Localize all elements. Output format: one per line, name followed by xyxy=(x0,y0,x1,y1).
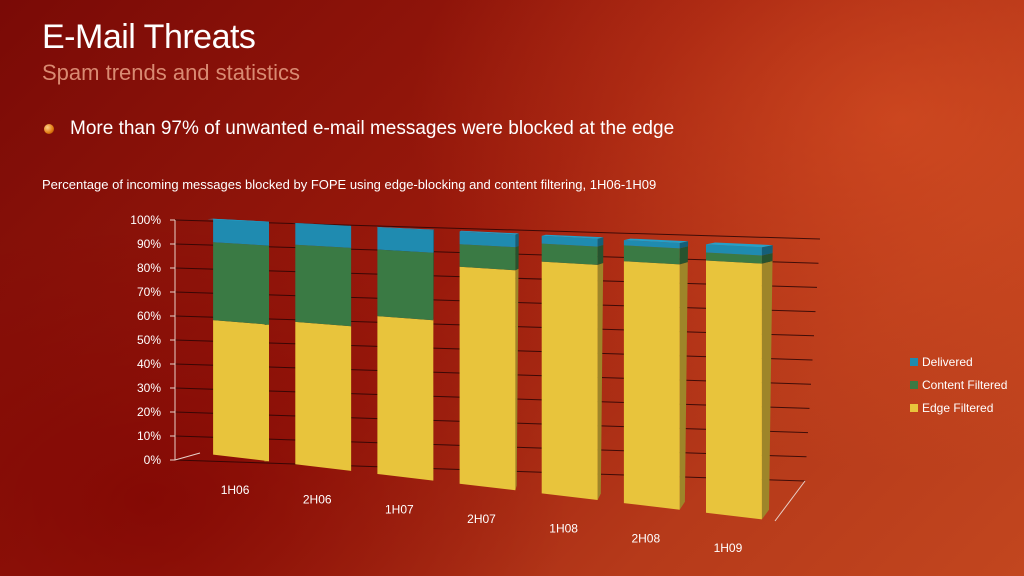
bar-1H09-delivered-side xyxy=(761,245,773,256)
x-tick-label: 1H09 xyxy=(714,541,743,555)
x-tick-label: 2H07 xyxy=(467,512,496,526)
legend-label: Delivered xyxy=(922,355,973,369)
bars xyxy=(207,218,773,520)
bar-1H08-delivered-front xyxy=(541,235,598,247)
bar-2H08-delivered-front xyxy=(623,240,680,249)
bar-1H08-delivered-top xyxy=(541,234,604,239)
bar-1H07-delivered-side xyxy=(433,229,435,253)
gridline xyxy=(174,219,821,240)
bar-1H06-delivered-top xyxy=(207,218,269,222)
y-tick-label: 0% xyxy=(144,453,162,467)
x-tick-label: 1H07 xyxy=(385,502,414,516)
bar-1H09-edge-filtered-front xyxy=(706,260,762,520)
bar-1H09-content-filtered-side xyxy=(761,253,773,264)
bar-1H08-edge-filtered-side xyxy=(597,263,604,500)
y-tick-label: 60% xyxy=(137,309,161,323)
y-tick-label: 30% xyxy=(137,381,161,395)
legend-label: Content Filtered xyxy=(922,378,1007,392)
bullet-text: More than 97% of unwanted e-mail message… xyxy=(70,118,675,139)
slide-title: E-Mail Threats xyxy=(42,18,256,56)
y-tick-label: 50% xyxy=(137,333,161,347)
y-tick-label: 20% xyxy=(137,405,161,419)
bar-1H09-content-filtered-front xyxy=(706,252,762,264)
bar-1H09-delivered-top xyxy=(706,242,773,248)
x-tick-label: 2H06 xyxy=(303,493,332,507)
bar-2H07-content-filtered-side xyxy=(515,246,519,271)
legend-swatch xyxy=(910,358,918,366)
y-axis-labels: 0% 10% 20% 30% 40% 50% 60% 70% 80% 90% 100% xyxy=(130,213,175,467)
bar-2H08-content-filtered-side xyxy=(679,246,688,265)
floor-right-edge xyxy=(774,480,806,522)
bar-2H07-delivered-top xyxy=(459,230,519,235)
x-tick-label: 1H06 xyxy=(221,483,250,497)
y-tick-label: 70% xyxy=(137,285,161,299)
slide-subtitle: Spam trends and statistics xyxy=(42,60,301,85)
bar-2H06-delivered-front xyxy=(295,223,352,248)
bar-2H07-edge-filtered-front xyxy=(459,266,516,491)
bar-2H08-delivered-top xyxy=(623,238,689,243)
bar-1H08-content-filtered-front xyxy=(541,243,598,265)
floor-left-edge xyxy=(174,452,201,461)
y-tick-label: 100% xyxy=(130,213,161,227)
chart-caption: Percentage of incoming messages blocked … xyxy=(42,177,657,192)
legend: Delivered Content Filtered Edge Filtered xyxy=(910,355,1007,415)
x-tick-label: 2H08 xyxy=(631,531,660,545)
bar-1H07-content-filtered-front xyxy=(377,249,434,321)
x-axis-labels: 1H06 2H06 1H07 2H07 1H08 2H08 1H09 xyxy=(221,483,743,555)
bar-2H06-edge-filtered-front xyxy=(295,321,352,471)
bar-1H06-content-filtered-front xyxy=(213,242,269,325)
legend-label: Edge Filtered xyxy=(922,401,993,415)
bar-2H08-edge-filtered-side xyxy=(679,262,688,510)
bar-1H06-edge-filtered-front xyxy=(213,320,269,462)
bar-1H07-delivered-front xyxy=(377,227,434,253)
bullet-point: More than 97% of unwanted e-mail message… xyxy=(44,118,674,140)
bar-1H08-delivered-side xyxy=(597,237,604,247)
bar-1H08-content-filtered-side xyxy=(597,245,604,265)
bar-2H07-content-filtered-front xyxy=(459,244,516,271)
y-tick-label: 90% xyxy=(137,237,161,251)
bar-1H07-content-filtered-side xyxy=(433,251,434,321)
bar-2H07-delivered-front xyxy=(459,231,516,248)
y-tick-label: 40% xyxy=(137,357,161,371)
legend-swatch xyxy=(910,404,918,412)
bar-2H07-edge-filtered-side xyxy=(515,268,519,491)
bar-2H08-content-filtered-front xyxy=(623,245,680,265)
legend-swatch xyxy=(910,381,918,389)
x-tick-label: 1H08 xyxy=(549,522,578,536)
bar-2H06-content-filtered-front xyxy=(295,244,352,327)
bar-1H07-delivered-top xyxy=(376,226,435,231)
bar-2H08-delivered-side xyxy=(679,241,689,249)
bar-1H09-delivered-front xyxy=(706,244,762,256)
y-tick-label: 80% xyxy=(137,261,161,275)
bar-2H07-delivered-side xyxy=(515,233,519,248)
bar-1H08-edge-filtered-front xyxy=(541,261,598,500)
y-tick-label: 10% xyxy=(137,429,161,443)
bar-2H08-edge-filtered-front xyxy=(623,261,680,510)
bullet-icon xyxy=(44,124,54,134)
bar-1H09-edge-filtered-side xyxy=(761,261,773,520)
bar-1H07-edge-filtered-front xyxy=(377,316,434,481)
bar-1H06-delivered-front xyxy=(213,218,269,246)
